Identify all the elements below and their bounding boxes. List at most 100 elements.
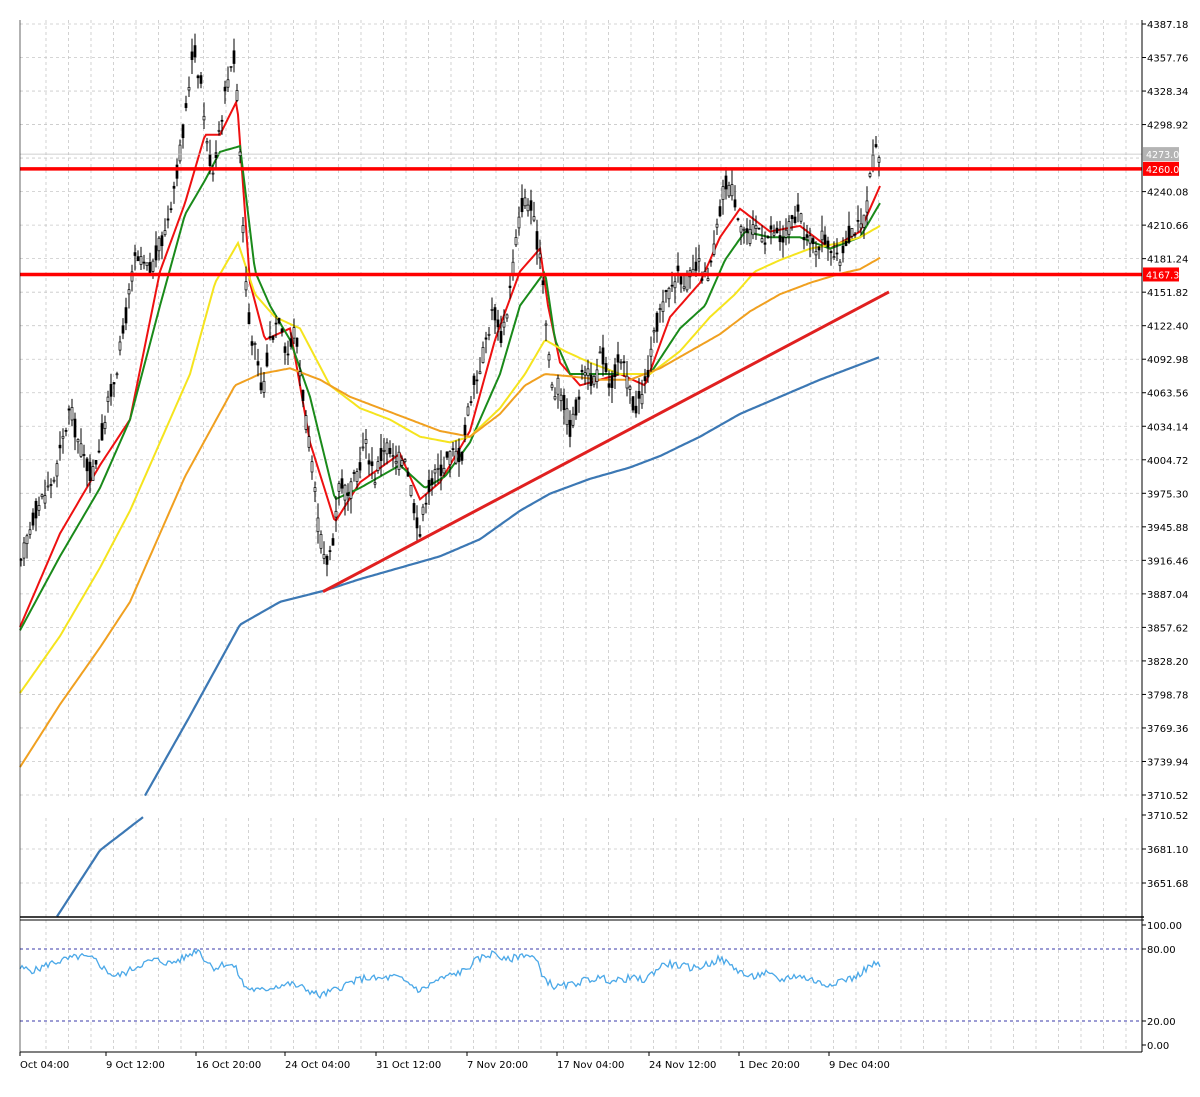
candle-body	[775, 227, 779, 234]
candle-body	[97, 450, 101, 453]
candle-body	[760, 238, 764, 243]
candle-body	[868, 173, 872, 177]
candle-body	[232, 50, 236, 64]
price-tick-label: 4387.18	[1147, 20, 1188, 31]
candle-body	[493, 307, 497, 321]
candle-body	[532, 216, 536, 221]
candle-body	[307, 436, 311, 448]
time-tick-label: 9 Oct 12:00	[106, 1060, 165, 1071]
candle-body	[37, 505, 41, 511]
horizontal-levels	[20, 153, 1142, 277]
candle-body	[829, 251, 833, 254]
candle-body	[517, 216, 521, 229]
candle-body	[631, 396, 635, 411]
candle-body	[346, 492, 350, 496]
price-tick-label: 4328.34	[1147, 87, 1188, 98]
candle-body	[535, 231, 539, 250]
candle-body	[145, 262, 149, 266]
candle-body	[154, 245, 158, 261]
candle-body	[355, 471, 359, 482]
candle-body	[859, 223, 863, 229]
candle-body	[205, 141, 209, 144]
candle-body	[478, 371, 482, 375]
candle-body	[655, 312, 659, 332]
candle-body	[463, 424, 467, 436]
candle-body	[466, 406, 470, 416]
price-tag	[1143, 267, 1179, 282]
candle-body	[85, 458, 89, 472]
candle-body	[427, 479, 431, 493]
candle-body	[79, 443, 83, 457]
candle-body	[514, 237, 518, 246]
candle-body	[268, 336, 272, 338]
candle-body	[322, 554, 326, 559]
candle-body	[577, 396, 581, 400]
candle-body	[856, 220, 860, 222]
price-tag-label: 4167.36	[1146, 270, 1185, 281]
candle-body	[298, 371, 302, 377]
candle-body	[382, 449, 386, 452]
candle-body	[787, 221, 791, 235]
candle-body	[778, 235, 782, 243]
candle-body	[235, 90, 239, 101]
candle-body	[721, 186, 725, 200]
candle-body	[448, 450, 452, 465]
candle-body	[751, 224, 755, 236]
price-tick-label: 4122.40	[1147, 322, 1188, 333]
candle-body	[661, 301, 665, 312]
candle-body	[262, 380, 266, 393]
candle-body	[349, 481, 353, 499]
candle-body	[487, 333, 491, 336]
candle-body	[505, 314, 509, 319]
candle-body	[847, 225, 851, 243]
candle-body	[838, 261, 842, 266]
price-tick-label: 3798.78	[1147, 690, 1188, 701]
candle-body	[814, 251, 818, 256]
candle-body	[718, 206, 722, 217]
price-tick-label: 3828.20	[1147, 657, 1188, 668]
price-tick-label: 4063.56	[1147, 389, 1188, 400]
candle-body	[835, 252, 839, 255]
candle-body	[415, 517, 419, 529]
candle-body	[649, 348, 653, 357]
rsi-panel	[19, 948, 1142, 1022]
candle-body	[748, 228, 752, 244]
candle-body	[553, 396, 557, 400]
candle-body	[733, 199, 737, 208]
candle-body	[280, 328, 284, 333]
candle-body	[637, 391, 641, 399]
ema-blue-lower-line	[56, 816, 144, 918]
candle-body	[100, 423, 104, 441]
candle-body	[439, 464, 443, 476]
candle-body	[601, 347, 605, 365]
candle-body	[598, 351, 602, 354]
candle-body	[862, 214, 866, 228]
rsi-tick-label: 0.00	[1147, 1041, 1169, 1052]
candle-body	[472, 375, 476, 385]
candle-body	[295, 337, 299, 347]
candle-body	[451, 448, 455, 450]
candle-body	[334, 510, 338, 518]
candle-body	[370, 461, 374, 467]
candle-body	[49, 484, 53, 486]
candle-body	[70, 407, 74, 421]
price-tick-label: 3710.52	[1147, 811, 1188, 822]
candle-body	[259, 382, 263, 391]
candle-body	[139, 256, 143, 265]
candle-body	[568, 419, 572, 437]
candle-body	[508, 285, 512, 288]
price-tick-label: 3710.52	[1147, 791, 1188, 802]
candle-body	[52, 479, 56, 482]
candle-body	[367, 460, 371, 465]
candle-body	[697, 258, 701, 262]
time-tick-label: 1 Dec 20:00	[739, 1060, 800, 1071]
trendline-line	[322, 290, 890, 593]
candle-body	[853, 233, 857, 236]
candle-body	[547, 354, 551, 361]
candle-body	[436, 467, 440, 470]
candle-body	[22, 542, 26, 559]
candle-body	[730, 184, 734, 197]
time-tick-label: Oct 04:00	[20, 1060, 69, 1071]
candle-body	[811, 238, 815, 245]
